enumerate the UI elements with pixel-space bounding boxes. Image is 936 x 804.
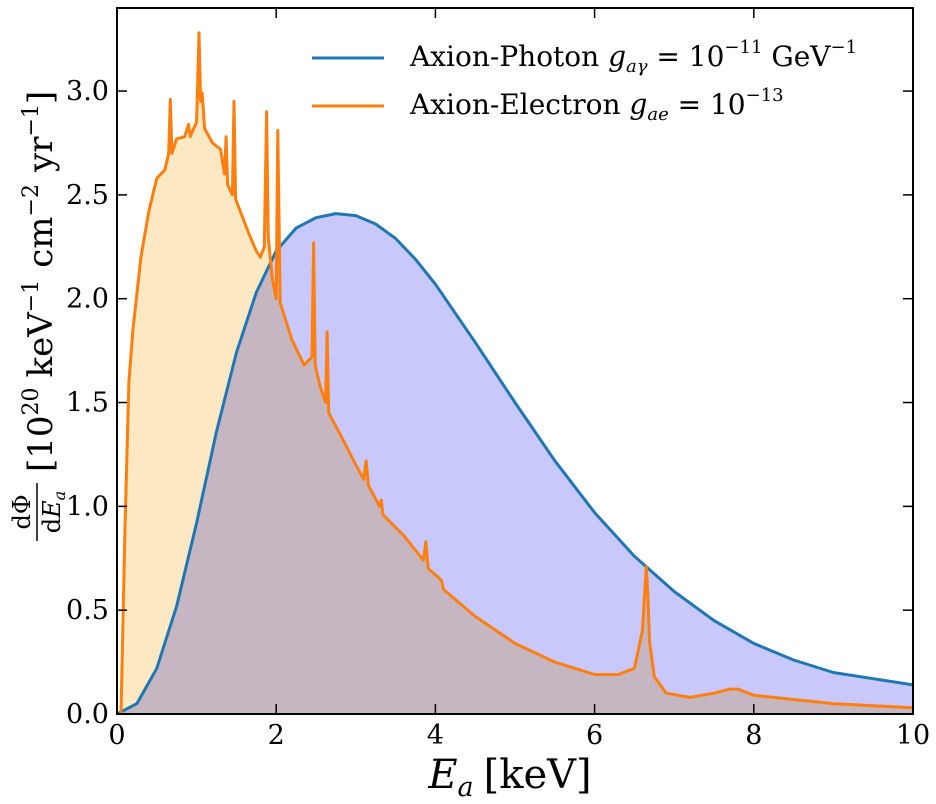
y-label-bracket-open: [10 bbox=[21, 415, 61, 472]
y-label-kev: keV bbox=[21, 311, 61, 378]
plot-frame bbox=[116, 7, 914, 715]
legend-label-sub: aγ bbox=[626, 56, 648, 77]
line-axion-photon bbox=[116, 212, 914, 716]
y-label-exp1: 20 bbox=[19, 387, 44, 415]
legend-label-exp: −13 bbox=[746, 85, 784, 106]
y-label-frac-den-sub: a bbox=[50, 491, 69, 501]
x-axis-label: Ea [keV] bbox=[427, 752, 591, 803]
x-axis-unit: [keV] bbox=[484, 752, 592, 798]
svg-text:dEa: dEa bbox=[38, 491, 69, 533]
y-label-frac-den-d: d bbox=[38, 518, 66, 533]
x-axis-sub: a bbox=[458, 772, 474, 803]
y-label-exp4: −1 bbox=[19, 104, 44, 136]
svg-text:Axion-Photon gaγ = 10−11 GeV−1: Axion-Photon gaγ = 10−11 GeV−1 bbox=[409, 37, 857, 77]
legend-label-eq: = 10 bbox=[648, 40, 725, 73]
x-tick-label: 0 bbox=[108, 720, 125, 751]
y-tick-label: 2.0 bbox=[66, 284, 109, 315]
legend-entry-axion-photon: Axion-Photon gaγ = 10−11 GeV−1 bbox=[312, 37, 857, 77]
y-label-frac-num: dΦ bbox=[8, 494, 36, 529]
y-tick-label: 1.0 bbox=[66, 491, 109, 522]
x-tick-label: 4 bbox=[427, 720, 444, 751]
axis-ticks: 0 2 4 6 8 10 0.0 0.5 1.0 1.5 2.0 2.5 3.0 bbox=[66, 8, 930, 751]
x-tick-label: 8 bbox=[745, 720, 762, 751]
y-label-exp2: −1 bbox=[19, 280, 44, 312]
legend-label-exp: −11 bbox=[724, 37, 762, 58]
legend-label-prefix: Axion-Photon bbox=[409, 40, 608, 73]
y-tick-label: 0.5 bbox=[66, 595, 109, 626]
legend-label-unit-exp: −1 bbox=[830, 37, 857, 58]
y-label-exp3: −2 bbox=[19, 184, 44, 216]
y-label-bracket-close: ] bbox=[21, 91, 61, 104]
legend-label-eq: = 10 bbox=[669, 88, 746, 121]
svg-text:[1020keV−1cm−2yr−1]: [1020keV−1cm−2yr−1] bbox=[19, 91, 61, 472]
legend-label-var: g bbox=[608, 40, 626, 73]
y-tick-label: 1.5 bbox=[66, 388, 109, 419]
legend-label-prefix: Axion-Electron bbox=[409, 88, 629, 121]
series-lines bbox=[116, 31, 914, 716]
legend-label-var: g bbox=[629, 88, 647, 121]
svg-text:Axion-Electron gae = 10−13: Axion-Electron gae = 10−13 bbox=[409, 85, 784, 125]
legend-entry-axion-electron: Axion-Electron gae = 10−13 bbox=[312, 85, 784, 125]
series-fills bbox=[117, 32, 913, 714]
y-label-frac-den-var: E bbox=[38, 500, 66, 519]
y-tick-label: 0.0 bbox=[66, 699, 109, 730]
y-label-yr: yr bbox=[21, 136, 61, 173]
line-axion-electron bbox=[119, 31, 914, 715]
y-label-cm: cm bbox=[21, 216, 61, 267]
legend-label-sub: ae bbox=[647, 104, 668, 125]
y-tick-label: 3.0 bbox=[66, 76, 109, 107]
x-tick-label: 2 bbox=[268, 720, 285, 751]
y-tick-label: 2.5 bbox=[66, 180, 109, 211]
legend-label-unit: GeV bbox=[762, 40, 831, 73]
x-tick-label: 10 bbox=[896, 720, 930, 751]
y-axis-label: dΦ dEa [1020keV−1cm−2yr−1] bbox=[8, 91, 69, 541]
x-axis-var: E bbox=[427, 752, 457, 798]
legend: Axion-Photon gaγ = 10−11 GeV−1 Axion-Ele… bbox=[312, 37, 857, 125]
x-tick-label: 6 bbox=[586, 720, 603, 751]
